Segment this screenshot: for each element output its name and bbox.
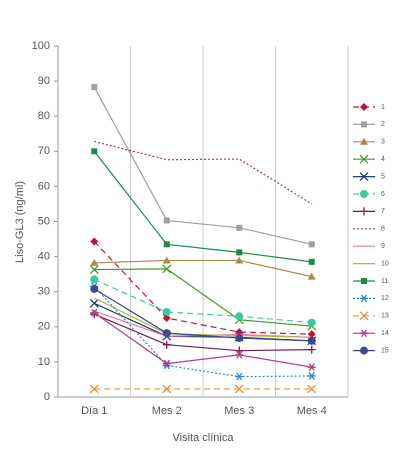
x-tick-label: Mes 4 — [297, 405, 327, 417]
y-tick-label: 30 — [38, 286, 50, 298]
series-line — [93, 241, 312, 335]
legend-label: 11 — [381, 278, 388, 285]
legend-label: 14 — [381, 330, 389, 337]
y-tick-label: 10 — [38, 356, 50, 368]
series-line — [94, 140, 313, 205]
marker — [307, 330, 316, 339]
marker — [307, 345, 316, 354]
series-line — [93, 150, 312, 263]
legend-marker — [360, 346, 368, 355]
marker — [89, 265, 99, 275]
legend-label: 1 — [381, 104, 385, 111]
marker — [235, 351, 244, 359]
marker — [162, 340, 171, 349]
legend-label: 7 — [381, 208, 385, 215]
legend-label: 15 — [381, 347, 389, 354]
marker — [307, 336, 316, 345]
marker — [89, 298, 99, 308]
marker — [162, 359, 171, 368]
y-tick-label: 60 — [38, 180, 50, 192]
x-tick-label: Mes 2 — [152, 405, 182, 417]
legend-marker — [360, 294, 368, 303]
y-tick-label: 70 — [38, 145, 50, 157]
series-line — [93, 288, 312, 342]
legend-marker — [360, 329, 368, 338]
legend-marker — [359, 311, 369, 321]
marker — [307, 363, 316, 372]
marker — [90, 258, 99, 266]
marker — [235, 372, 244, 381]
legend-label: 12 — [381, 295, 389, 302]
marker — [307, 384, 317, 394]
legend-label: 9 — [381, 243, 385, 250]
marker — [90, 275, 99, 284]
series-line — [94, 268, 312, 327]
marker — [91, 148, 98, 155]
y-tick-label: 100 — [32, 40, 50, 52]
series-line — [93, 312, 312, 368]
legend-label: 2 — [381, 121, 385, 128]
y-tick-label: 20 — [38, 321, 50, 333]
series-line — [93, 86, 312, 245]
marker — [308, 241, 315, 248]
y-tick-label: 80 — [38, 110, 50, 122]
series-line — [94, 313, 312, 352]
marker — [91, 84, 98, 91]
legend-label: 5 — [381, 173, 385, 180]
series-line — [94, 259, 312, 278]
series-line — [94, 278, 312, 324]
marker — [307, 318, 316, 327]
legend-label: 8 — [381, 226, 385, 233]
marker — [234, 384, 244, 394]
marker — [235, 256, 244, 264]
legend-label: 6 — [381, 191, 385, 198]
legend-label: 3 — [381, 139, 385, 146]
x-tick-label: Día 1 — [81, 405, 107, 417]
marker — [162, 264, 172, 274]
marker — [163, 241, 170, 248]
marker — [162, 308, 171, 317]
legend-marker — [359, 154, 369, 164]
marker — [162, 256, 171, 264]
legend-marker — [360, 137, 368, 145]
marker — [235, 334, 244, 343]
y-axis-label: Liso-GL3 (ng/ml) — [14, 181, 26, 263]
legend-label: 4 — [381, 156, 385, 163]
marker — [307, 372, 316, 380]
legend-label: 13 — [381, 313, 389, 320]
legend-marker — [360, 207, 368, 216]
marker — [163, 217, 170, 224]
marker — [90, 308, 99, 317]
marker — [162, 314, 171, 323]
marker — [89, 384, 99, 394]
y-tick-label: 0 — [44, 391, 50, 403]
y-tick-label: 50 — [38, 215, 50, 227]
series-line — [93, 297, 312, 338]
legend-label: 10 — [381, 260, 389, 267]
marker — [162, 329, 171, 338]
marker — [235, 312, 244, 321]
y-tick-label: 90 — [38, 75, 50, 87]
marker — [236, 249, 243, 256]
legend-marker — [360, 103, 368, 111]
x-tick-label: Mes 3 — [224, 405, 254, 417]
marker — [90, 284, 99, 293]
x-axis-label: Visita clínica — [173, 432, 235, 444]
marker — [162, 384, 172, 394]
marker — [90, 237, 99, 246]
legend-marker — [359, 172, 369, 182]
marker — [236, 224, 243, 231]
marker — [235, 346, 244, 355]
legend-marker — [361, 121, 367, 128]
y-tick-label: 40 — [38, 251, 50, 263]
legend-marker — [361, 278, 367, 284]
marker — [308, 258, 315, 265]
legend-marker — [360, 190, 368, 198]
series-line — [93, 286, 312, 378]
marker — [307, 272, 316, 280]
